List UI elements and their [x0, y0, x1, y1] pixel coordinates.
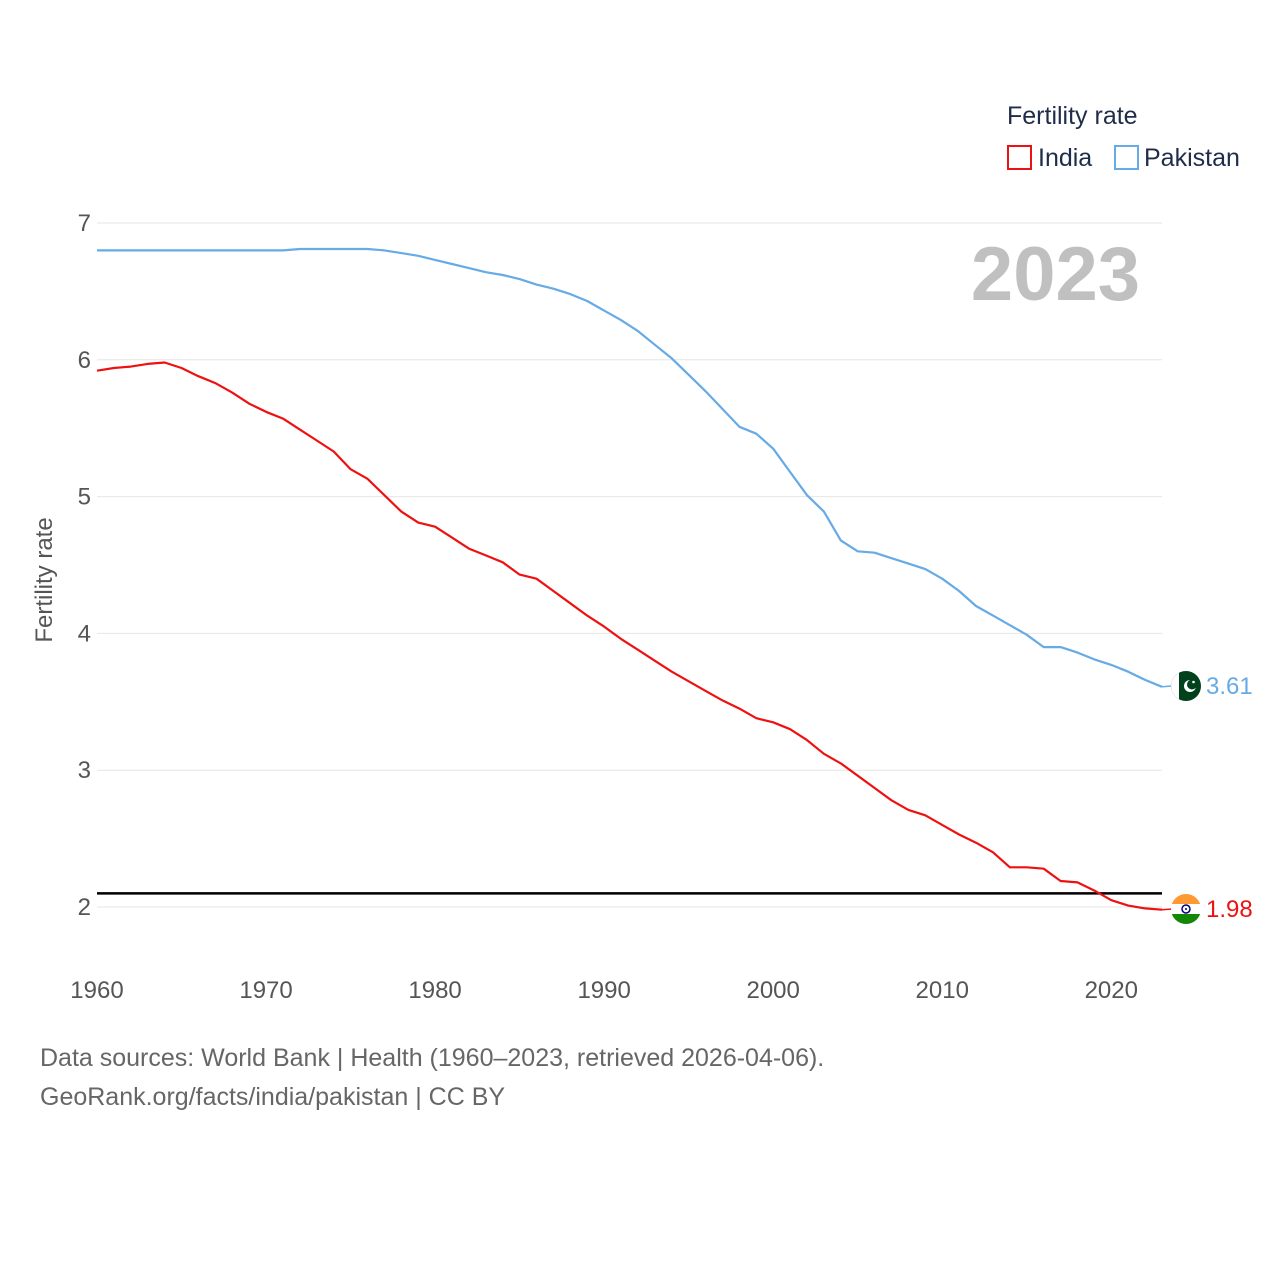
y-tick-label: 2 — [78, 894, 91, 921]
y-tick-label: 6 — [78, 347, 91, 374]
x-tick-label: 1970 — [239, 977, 292, 1004]
footer-sources: Data sources: World Bank | Health (1960–… — [40, 1044, 825, 1072]
series-line-pakistan[interactable] — [97, 247, 1163, 688]
end-value-india: 1.98 — [1206, 896, 1253, 923]
y-tick-label: 7 — [78, 210, 91, 237]
y-tick-label: 4 — [78, 620, 91, 647]
x-tick-label: 1980 — [408, 977, 461, 1004]
y-tick-label: 5 — [78, 484, 91, 511]
end-value-pakistan: 3.61 — [1206, 673, 1253, 700]
end-connector-india — [1161, 908, 1173, 911]
y-axis-label: Fertility rate — [31, 517, 58, 642]
legend: Fertility rate India Pakistan — [1007, 102, 1240, 172]
series-lines — [96, 247, 1173, 911]
x-tick-label: 1960 — [70, 977, 123, 1004]
pakistan-flag-icon — [1171, 671, 1201, 701]
y-axis-ticks: 2 3 4 5 6 7 — [78, 210, 91, 921]
legend-swatch-india[interactable] — [1007, 145, 1032, 170]
legend-swatch-pakistan[interactable] — [1114, 145, 1139, 170]
x-tick-label: 1990 — [577, 977, 630, 1004]
legend-label-india[interactable]: India — [1038, 144, 1092, 172]
x-tick-label: 2000 — [746, 977, 799, 1004]
x-tick-label: 2010 — [916, 977, 969, 1004]
series-line-india[interactable] — [96, 361, 1163, 911]
x-axis-ticks: 1960 1970 1980 1990 2000 2010 2020 — [70, 977, 1138, 1004]
end-labels: 1.98 3.61 — [1206, 673, 1253, 923]
legend-title: Fertility rate — [1007, 102, 1138, 130]
x-tick-label: 2020 — [1085, 977, 1138, 1004]
legend-label-pakistan[interactable]: Pakistan — [1144, 144, 1240, 172]
india-flag-icon — [1171, 894, 1201, 924]
end-connector-pakistan — [1161, 685, 1173, 688]
gridlines — [97, 222, 1162, 908]
footer-link[interactable]: GeoRank.org/facts/india/pakistan | CC BY — [40, 1083, 506, 1111]
fertility-rate-chart: 2 3 4 5 6 7 1960 1970 1980 1990 2000 2010 2020 Fert… — [31, 102, 1253, 1004]
year-display: 2023 — [971, 232, 1140, 317]
y-tick-label: 3 — [78, 757, 91, 784]
